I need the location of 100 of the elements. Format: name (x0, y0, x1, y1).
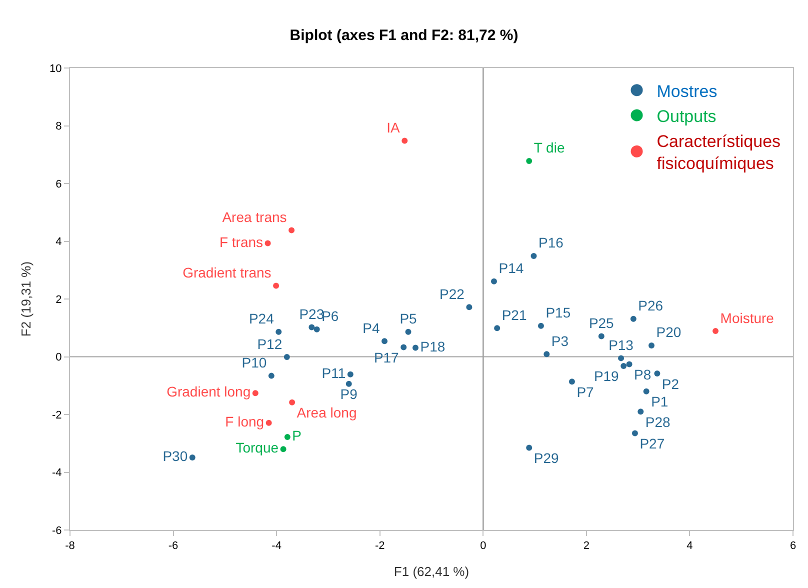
legend-label: Mostres (656, 82, 718, 101)
data-label: P8 (634, 366, 652, 383)
data-label: P4 (362, 320, 380, 336)
data-label: P6 (322, 308, 339, 324)
y-tick-label: 10 (50, 62, 62, 75)
legend-label: Outputs (656, 106, 716, 126)
point (466, 304, 472, 310)
point (538, 322, 544, 329)
data-label: P15 (546, 304, 571, 321)
point (494, 325, 500, 332)
point (643, 388, 650, 394)
data-label: P29 (534, 450, 559, 466)
data-label: P21 (502, 306, 527, 323)
y-axis-title: F2 (19,31 %) (18, 261, 34, 337)
data-label: P16 (538, 234, 564, 251)
y-tick-label: -6 (52, 524, 62, 537)
data-label: P20 (656, 324, 682, 340)
data-label: Area long (296, 404, 357, 421)
point (382, 338, 388, 344)
data-label: P7 (576, 384, 594, 400)
point (252, 390, 258, 396)
data-label: P5 (400, 310, 418, 327)
point (620, 362, 627, 369)
x-tick-label: -4 (272, 540, 282, 552)
data-label: F long (225, 413, 264, 430)
point (284, 354, 290, 360)
point (273, 282, 280, 289)
point (632, 430, 638, 436)
point (526, 158, 532, 164)
data-label: P2 (662, 376, 680, 392)
point (280, 446, 286, 452)
point (264, 240, 271, 246)
point (288, 227, 295, 234)
point (314, 326, 320, 332)
chart-title: Biplot (axes F1 and F2: 81,72 %) (290, 26, 518, 44)
data-label: Gradient trans (182, 264, 272, 280)
point (276, 328, 282, 335)
data-label: P24 (248, 310, 274, 327)
x-tick-label: -8 (65, 540, 75, 552)
data-label: P26 (638, 298, 664, 314)
data-label: F trans (219, 234, 264, 250)
data-label: P30 (162, 448, 188, 464)
x-tick-label: -2 (374, 540, 385, 552)
x-tick-label: 0 (480, 540, 486, 552)
y-tick-label: 8 (56, 120, 62, 133)
data-label: P13 (608, 336, 634, 353)
data-label: IA (386, 120, 401, 136)
x-tick-label: -6 (168, 540, 178, 552)
data-label: P10 (242, 354, 267, 371)
point (402, 138, 408, 144)
data-label: P18 (420, 338, 446, 354)
data-label: T die (534, 140, 565, 156)
data-label: P28 (645, 414, 671, 430)
point (347, 371, 354, 378)
data-label: P12 (257, 336, 282, 352)
point (405, 328, 412, 335)
data-label: P1 (651, 394, 668, 410)
data-label: P3 (551, 332, 569, 349)
x-tick-label: 4 (686, 540, 693, 552)
data-label: Torque (236, 440, 279, 456)
point (712, 328, 719, 334)
data-label: P9 (340, 386, 358, 402)
point (266, 420, 272, 426)
point (268, 372, 274, 379)
data-label: P27 (640, 436, 665, 452)
point (526, 444, 532, 451)
y-tick-label: 6 (56, 178, 62, 190)
data-label: P11 (322, 364, 346, 381)
point (412, 344, 418, 351)
y-tick-label: 4 (56, 236, 62, 248)
point (568, 378, 575, 385)
y-tick-label: -2 (52, 409, 62, 422)
point (284, 434, 290, 440)
data-label: P17 (374, 349, 400, 366)
x-tick-label: 2 (583, 540, 590, 552)
point (598, 333, 604, 340)
point (308, 324, 315, 330)
data-label: P19 (594, 368, 620, 384)
legend-label: Característiques fisicoquímiques (656, 132, 781, 174)
point (630, 316, 636, 322)
point (654, 370, 660, 376)
point (544, 351, 550, 358)
point (648, 342, 654, 348)
data-label: P25 (588, 315, 614, 331)
x-tick-label: 6 (790, 540, 796, 552)
x-axis-title: F1 (62,41 %) (394, 564, 470, 579)
y-tick-label: 0 (56, 352, 62, 364)
y-tick-label: 2 (56, 294, 62, 306)
data-label: Moisture (720, 310, 774, 326)
point (490, 278, 497, 284)
point (400, 344, 407, 350)
data-label: P14 (498, 260, 524, 276)
point (618, 355, 624, 362)
point (289, 399, 296, 406)
y-tick-label: -4 (52, 467, 62, 480)
data-label: Gradient long (166, 384, 251, 400)
point (530, 252, 537, 259)
point (346, 380, 352, 387)
data-label: Area trans (222, 209, 287, 226)
point (638, 408, 644, 415)
